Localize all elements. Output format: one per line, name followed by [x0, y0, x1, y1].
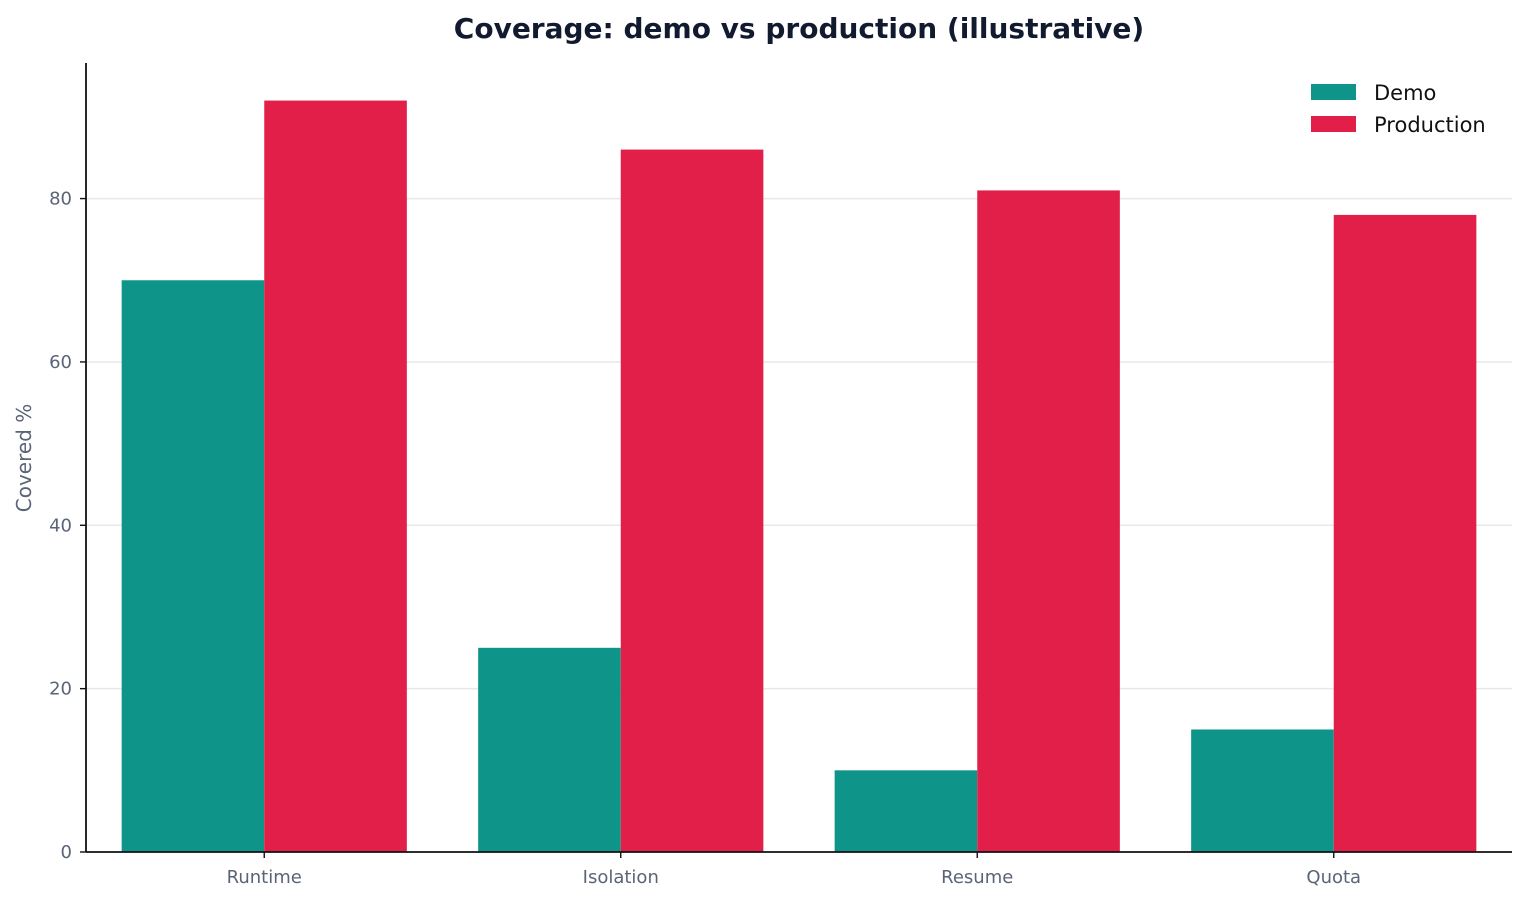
- axes: [85, 63, 1512, 853]
- legend: Demo Production: [1311, 81, 1486, 137]
- x-tick-label: Runtime: [227, 867, 302, 888]
- y-ticks: 0 20 40 60 80: [49, 189, 86, 863]
- bar-production-runtime: [264, 100, 407, 853]
- bars: [121, 100, 1477, 853]
- legend-label-production: Production: [1374, 113, 1486, 137]
- y-tick-label: 60: [49, 352, 72, 373]
- bar-production-isolation: [620, 149, 764, 852]
- bar-demo-resume: [834, 770, 978, 852]
- y-tick-label: 40: [49, 515, 72, 536]
- x-tick-label: Isolation: [583, 867, 659, 888]
- x-tick-label: Resume: [941, 867, 1013, 888]
- y-tick-label: 80: [49, 189, 72, 210]
- legend-label-demo: Demo: [1374, 81, 1436, 105]
- bar-production-resume: [977, 190, 1120, 853]
- chart-title: Coverage: demo vs production (illustrati…: [454, 12, 1144, 45]
- x-tick-label: Quota: [1306, 867, 1361, 888]
- bar-demo-runtime: [121, 280, 265, 852]
- legend-swatch-demo: [1311, 84, 1356, 100]
- bar-demo-isolation: [478, 647, 621, 852]
- y-tick-label: 20: [49, 679, 72, 700]
- legend-swatch-production: [1311, 116, 1356, 132]
- x-ticks: Runtime Isolation Resume Quota: [227, 852, 1361, 888]
- bar-production-quota: [1333, 214, 1477, 852]
- bar-demo-quota: [1191, 729, 1334, 852]
- y-axis-label: Covered %: [12, 404, 36, 513]
- y-tick-label: 0: [61, 842, 72, 863]
